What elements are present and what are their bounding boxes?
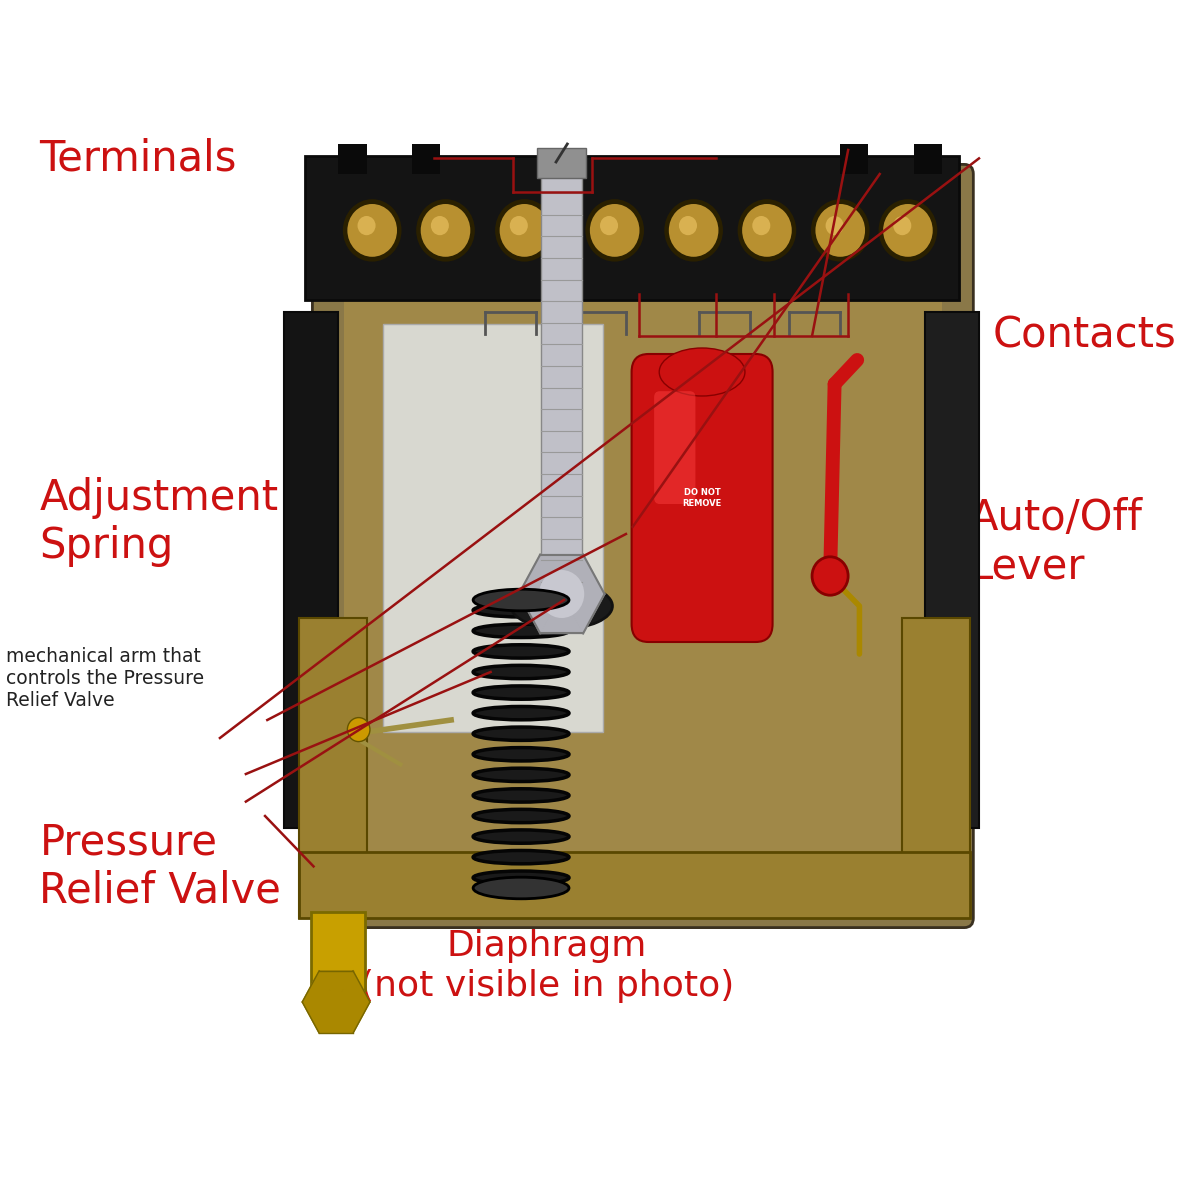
Text: Diaphragm
(not visible in photo): Diaphragm (not visible in photo) [360, 929, 734, 1003]
Bar [840, 144, 869, 174]
Bar [311, 912, 366, 990]
Polygon shape [518, 594, 562, 634]
Polygon shape [302, 1002, 336, 1033]
Ellipse shape [511, 583, 612, 629]
Circle shape [343, 199, 402, 262]
Polygon shape [302, 971, 336, 1002]
Bar [541, 156, 582, 594]
Polygon shape [562, 554, 605, 594]
Circle shape [586, 199, 644, 262]
Polygon shape [518, 554, 562, 594]
Circle shape [893, 216, 911, 235]
Circle shape [421, 204, 470, 257]
FancyBboxPatch shape [631, 354, 773, 642]
Circle shape [668, 204, 719, 257]
Text: Auto/Off
Lever: Auto/Off Lever [970, 497, 1142, 588]
Bar [338, 144, 366, 174]
FancyBboxPatch shape [312, 164, 973, 928]
Circle shape [347, 204, 397, 257]
Circle shape [752, 216, 770, 235]
Ellipse shape [473, 788, 569, 802]
Circle shape [358, 216, 376, 235]
Circle shape [600, 216, 618, 235]
Ellipse shape [473, 589, 569, 611]
Ellipse shape [473, 851, 569, 864]
Polygon shape [319, 1002, 353, 1033]
Ellipse shape [473, 665, 569, 679]
Circle shape [679, 216, 697, 235]
Polygon shape [540, 594, 583, 634]
Bar [536, 148, 587, 178]
Text: mechanical arm that
controls the Pressure
Relief Valve: mechanical arm that controls the Pressur… [6, 647, 204, 709]
Ellipse shape [659, 348, 745, 396]
Ellipse shape [473, 644, 569, 658]
Circle shape [590, 204, 640, 257]
Bar [284, 312, 338, 828]
Ellipse shape [473, 707, 569, 720]
Ellipse shape [473, 727, 569, 740]
Circle shape [539, 570, 584, 618]
Ellipse shape [473, 809, 569, 823]
Ellipse shape [473, 830, 569, 844]
Bar [384, 324, 604, 732]
Circle shape [510, 216, 528, 235]
Circle shape [812, 557, 848, 595]
Bar [913, 144, 942, 174]
Bar [299, 852, 970, 918]
Circle shape [665, 199, 722, 262]
Circle shape [883, 204, 932, 257]
Circle shape [878, 199, 937, 262]
Polygon shape [336, 971, 370, 1002]
Polygon shape [540, 554, 583, 594]
Text: Pressure
Relief Valve: Pressure Relief Valve [40, 821, 281, 912]
Polygon shape [319, 971, 353, 1002]
Circle shape [816, 204, 865, 257]
Text: Adjustment
Spring: Adjustment Spring [40, 476, 278, 568]
Text: Terminals: Terminals [40, 138, 236, 179]
Ellipse shape [473, 686, 569, 700]
Circle shape [347, 718, 370, 742]
Circle shape [742, 204, 792, 257]
Polygon shape [336, 1002, 370, 1033]
Circle shape [811, 199, 870, 262]
Polygon shape [562, 594, 605, 634]
Bar [299, 618, 366, 918]
Ellipse shape [473, 871, 569, 884]
FancyBboxPatch shape [654, 391, 696, 504]
Ellipse shape [473, 748, 569, 761]
Circle shape [826, 216, 844, 235]
Ellipse shape [473, 877, 569, 899]
Bar [344, 210, 942, 894]
Ellipse shape [473, 604, 569, 617]
Ellipse shape [473, 768, 569, 781]
Ellipse shape [473, 624, 569, 637]
Circle shape [738, 199, 797, 262]
Circle shape [499, 204, 550, 257]
Bar [902, 618, 970, 918]
Circle shape [496, 199, 553, 262]
Circle shape [431, 216, 449, 235]
Bar [925, 312, 979, 828]
Bar [305, 156, 959, 300]
Text: Contacts: Contacts [992, 314, 1176, 358]
Bar [406, 360, 581, 732]
Text: DO NOT
REMOVE: DO NOT REMOVE [683, 487, 721, 509]
Bar [412, 144, 440, 174]
Circle shape [416, 199, 475, 262]
